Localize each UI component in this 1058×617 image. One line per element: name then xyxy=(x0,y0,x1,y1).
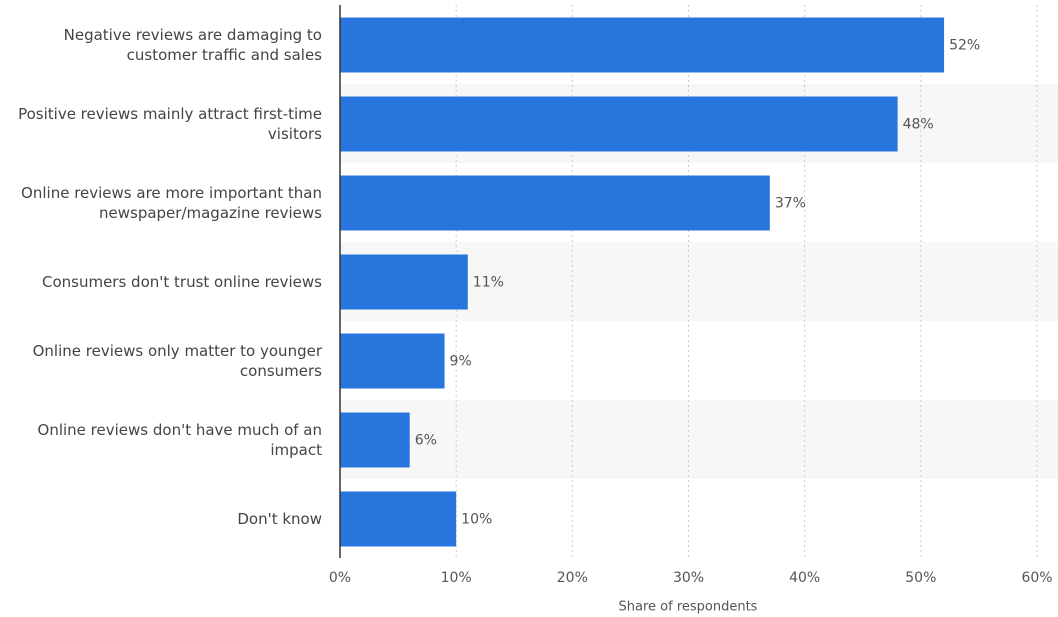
x-tick-label: 0% xyxy=(329,570,351,586)
x-tick-label: 10% xyxy=(441,570,472,586)
value-label: 9% xyxy=(450,354,472,370)
value-label: 48% xyxy=(903,117,934,133)
y-tick-label: Negative reviews are damaging to custome… xyxy=(63,25,322,64)
value-label: 11% xyxy=(473,275,504,291)
x-tick-label: 30% xyxy=(673,570,704,586)
y-tick-label: Online reviews only matter to younger co… xyxy=(32,341,322,380)
y-tick-label: Don't know xyxy=(237,509,322,528)
value-label: 10% xyxy=(461,512,492,528)
bar xyxy=(340,333,445,389)
bar xyxy=(340,491,457,547)
value-label: 52% xyxy=(949,38,980,54)
x-tick-label: 60% xyxy=(1021,570,1052,586)
x-tick-label: 50% xyxy=(905,570,936,586)
row-band xyxy=(340,400,1058,479)
y-tick-label: Positive reviews mainly attract first-ti… xyxy=(18,104,322,143)
y-tick-label: Online reviews don't have much of an imp… xyxy=(37,420,322,459)
bar xyxy=(340,175,770,231)
x-tick-label: 40% xyxy=(789,570,820,586)
x-tick-label: 20% xyxy=(557,570,588,586)
x-axis-label: Share of respondents xyxy=(619,600,758,615)
bar xyxy=(340,254,468,310)
value-label: 6% xyxy=(415,433,437,449)
bar xyxy=(340,17,945,73)
bar xyxy=(340,412,410,468)
bar xyxy=(340,96,898,152)
y-tick-label: Online reviews are more important than n… xyxy=(21,183,322,222)
y-tick-label: Consumers don't trust online reviews xyxy=(41,272,322,291)
value-label: 37% xyxy=(775,196,806,212)
